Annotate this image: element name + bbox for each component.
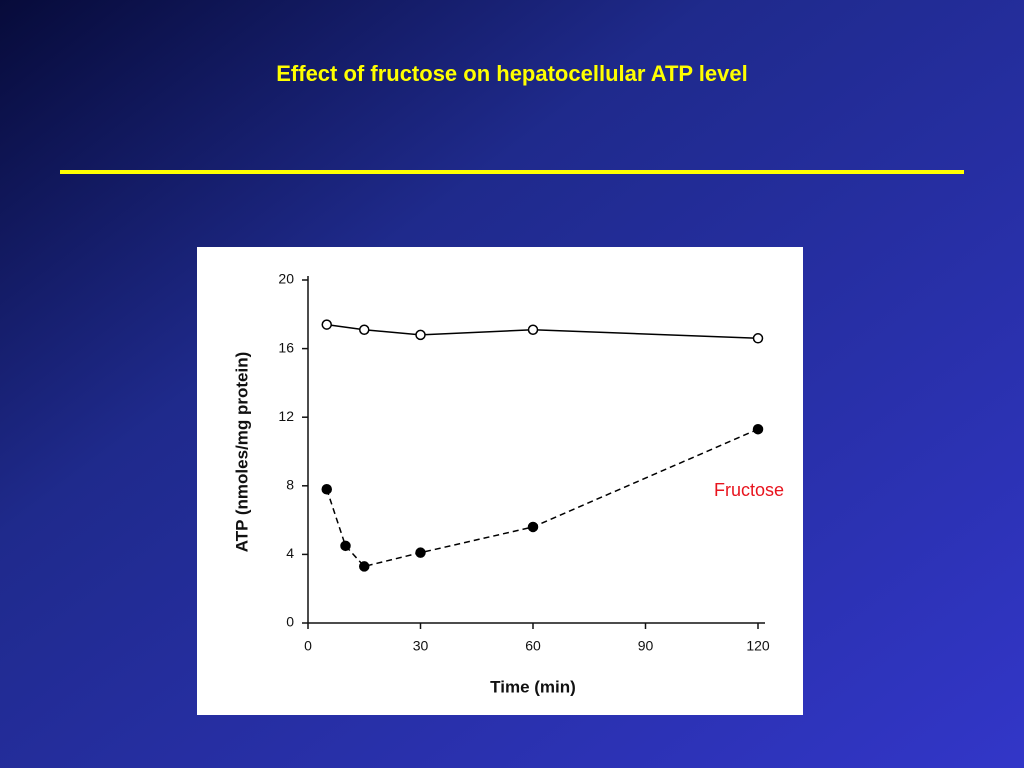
x-tick-label: 30: [413, 638, 429, 654]
slide-title: Effect of fructose on hepatocellular ATP…: [276, 61, 747, 86]
y-tick-label: 20: [278, 271, 294, 287]
data-point: [359, 561, 370, 572]
data-point: [415, 329, 426, 341]
x-tick-label: 60: [525, 638, 541, 654]
data-point: [527, 324, 539, 335]
data-point: [527, 521, 539, 533]
data-point: [752, 333, 764, 344]
x-axis-label: Time (min): [490, 677, 576, 696]
y-tick-label: 8: [286, 477, 294, 493]
data-point: [359, 324, 370, 335]
x-tick-label: 90: [638, 638, 654, 654]
y-tick-label: 0: [286, 614, 294, 630]
x-tick-label: 120: [746, 638, 770, 654]
data-point: [752, 423, 764, 435]
data-point: [321, 319, 332, 330]
x-tick-label: 0: [304, 638, 312, 654]
series-line: [326, 428, 759, 568]
title-rule: [60, 170, 964, 174]
y-axis-label: ATP (nmoles/mg protein): [232, 352, 251, 553]
y-tick-label: 16: [278, 339, 294, 355]
data-point: [415, 547, 426, 558]
data-point: [321, 483, 332, 495]
series-label: Fructose: [714, 480, 784, 500]
y-tick-label: 12: [278, 408, 294, 424]
y-tick-label: 4: [286, 545, 294, 561]
chart-panel: [197, 247, 803, 715]
data-point: [340, 540, 351, 552]
